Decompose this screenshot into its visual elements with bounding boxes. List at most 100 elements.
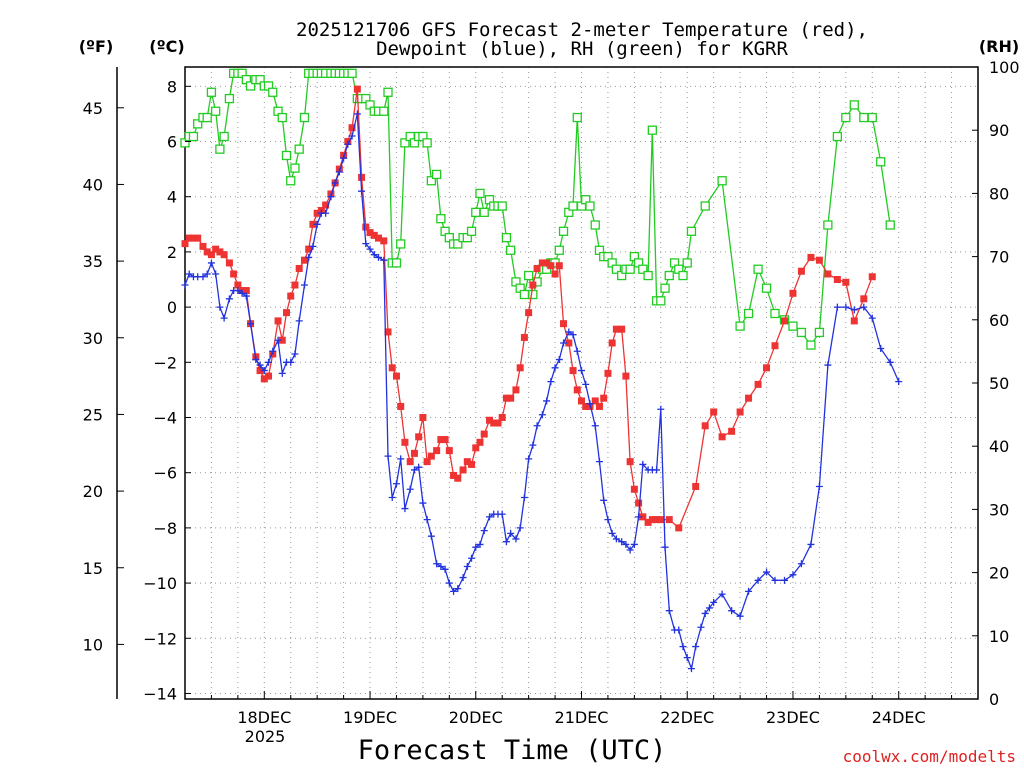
dewpoint-point: [445, 579, 453, 587]
rh-point: [431, 169, 442, 180]
rh-point: [876, 157, 886, 167]
temperature-point: [868, 273, 876, 281]
dewpoint-point: [472, 543, 480, 551]
temperature-point: [291, 281, 299, 289]
dewpoint-point: [406, 485, 414, 493]
dewpoint-point: [300, 281, 308, 289]
temperature-point: [313, 209, 321, 217]
temperature-point: [278, 336, 286, 344]
temperature-point: [842, 278, 850, 286]
dewpoint-point: [410, 466, 418, 474]
rh-point: [281, 150, 292, 161]
dewpoint-point: [895, 378, 903, 386]
rh-point: [700, 201, 710, 211]
temperature-point: [578, 397, 585, 405]
rh-point: [678, 270, 688, 281]
rh-point: [585, 201, 595, 211]
rh-point: [475, 188, 485, 199]
temperature-point: [612, 325, 620, 333]
temperature-point: [181, 240, 189, 248]
rh-point: [396, 239, 406, 249]
rh-point: [245, 81, 256, 91]
rh-point: [568, 201, 578, 211]
rh-tick-label: 0: [989, 690, 999, 709]
rh-point: [501, 232, 512, 243]
dewpoint-point: [653, 466, 661, 474]
c-tick-label: 6: [167, 133, 177, 152]
dewpoint-point: [331, 179, 339, 187]
f-tick-label: 35: [83, 252, 103, 271]
dewpoint-point: [269, 347, 277, 355]
temperature-point: [591, 397, 599, 405]
temperature-point: [560, 320, 568, 328]
temperature-point: [675, 524, 683, 532]
dewpoint-point: [781, 576, 789, 584]
temperature-point: [639, 513, 647, 521]
temperature-point: [498, 413, 506, 421]
dewpoint-point: [565, 328, 573, 336]
dewpoint-point: [850, 306, 858, 314]
dewpoint-point: [578, 367, 585, 375]
temperature-point: [265, 372, 273, 380]
rh-tick-label: 40: [989, 437, 1009, 456]
rh-tick-label: 60: [989, 311, 1009, 330]
dewpoint-point: [661, 543, 669, 551]
temperature-point: [410, 449, 418, 457]
dewpoint-point: [199, 273, 207, 281]
dewpoint-point: [612, 535, 620, 543]
temperature-point: [212, 245, 220, 253]
dewpoint-point: [463, 563, 471, 571]
rh-point: [286, 176, 296, 186]
dewpoint-point: [538, 411, 546, 419]
dewpoint-point: [185, 270, 193, 278]
dewpoint-point: [242, 292, 250, 300]
rh-point: [558, 226, 569, 236]
dewpoint-point: [353, 110, 361, 118]
temperature-point: [423, 458, 431, 466]
temperature-point: [234, 281, 242, 289]
x-tick-label: 18DEC: [237, 708, 291, 727]
temperature-point: [468, 460, 476, 468]
dewpoint-point: [569, 331, 577, 339]
dewpoint-point: [860, 303, 868, 311]
temperature-point: [502, 394, 510, 402]
series-layer: [180, 68, 903, 673]
dewpoint-point: [507, 529, 515, 537]
rh-point: [224, 93, 235, 104]
temperature-point: [648, 516, 656, 524]
dewpoint-point: [635, 513, 643, 521]
temperature-point: [533, 264, 541, 272]
temperature-point: [781, 317, 789, 325]
temperature-point: [551, 270, 559, 278]
rh-point: [523, 270, 534, 281]
rh-point: [770, 308, 780, 319]
dewpoint-point: [291, 350, 299, 358]
rh-line: [184, 72, 891, 347]
temperature-point: [362, 223, 370, 231]
temperature-point: [433, 447, 441, 455]
rh-point: [735, 321, 745, 331]
temperature-point: [555, 262, 563, 270]
rh-tick-label: 10: [989, 627, 1009, 646]
temperature-point: [833, 276, 841, 284]
dewpoint-point: [370, 251, 378, 259]
dewpoint-point: [340, 154, 348, 162]
temperature-point: [807, 253, 815, 261]
dewpoint-point: [797, 560, 805, 568]
dewpoint-point: [833, 303, 841, 311]
dewpoint-point: [683, 654, 691, 662]
temperature-point: [384, 328, 392, 336]
dewpoint-point: [520, 494, 528, 502]
dewpoint-point: [313, 220, 321, 228]
dewpoint-point: [586, 400, 594, 408]
temperature-point: [242, 287, 250, 295]
temperature-point: [728, 427, 736, 435]
dewpoint-point: [687, 665, 695, 673]
rh-point: [219, 131, 229, 142]
rh-point: [647, 125, 657, 135]
temperature-point: [260, 375, 268, 383]
f-tick-label: 20: [83, 482, 103, 501]
dewpoint-point: [362, 240, 370, 248]
dewpoint-point: [692, 643, 700, 651]
rh-point: [656, 296, 666, 306]
